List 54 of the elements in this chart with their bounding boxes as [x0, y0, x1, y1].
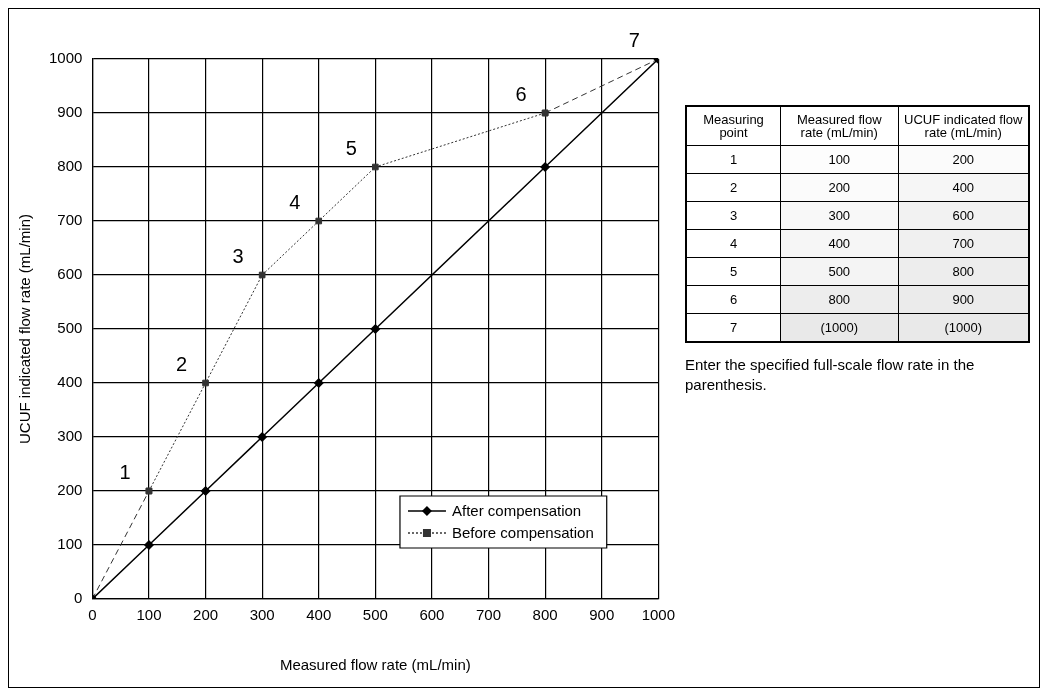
- data-label: 400: [780, 229, 899, 258]
- annotation: 7: [628, 28, 640, 51]
- y-tick-label: 1: [686, 145, 781, 174]
- y-tick-label: 0: [74, 589, 83, 607]
- data-label: 800: [780, 285, 899, 314]
- y-tick-label: 800: [57, 157, 83, 175]
- data-label: (1000): [780, 313, 899, 342]
- y-tick-label: 100: [57, 535, 83, 553]
- x-tick-label: 100: [136, 606, 162, 624]
- x-tick-label: 900: [589, 606, 615, 624]
- y-tick-label: 5: [686, 257, 781, 286]
- data-label: 400: [898, 173, 1029, 202]
- y-tick-label: 500: [57, 319, 83, 337]
- data-label: 600: [898, 201, 1029, 230]
- y-tick-label: 4: [686, 229, 781, 258]
- data-label: 800: [898, 257, 1029, 286]
- x-tick-label: 600: [419, 606, 445, 624]
- data-label: 900: [898, 285, 1029, 314]
- annotation: 6: [515, 82, 527, 105]
- y-tick-label: 200: [57, 481, 83, 499]
- y-tick-label: 300: [57, 427, 83, 445]
- x-tick-label: 500: [362, 606, 388, 624]
- y-tick-label: 2: [686, 173, 781, 202]
- annotation: 1: [119, 460, 131, 483]
- annotation: 4: [289, 190, 301, 213]
- y-tick-label: 1000: [48, 49, 83, 67]
- data-label: 200: [780, 173, 899, 202]
- annotation: 3: [232, 244, 244, 267]
- y-tick-label: 6: [686, 285, 781, 314]
- data-label: 100: [780, 145, 899, 174]
- legend-label: After compensation: [451, 502, 582, 520]
- x-tick-label: 1000: [641, 606, 675, 624]
- data-label: 500: [780, 257, 899, 286]
- x-tick-label: 400: [306, 606, 332, 624]
- legend-label: Before compensation: [451, 524, 594, 542]
- data-label: 700: [898, 229, 1029, 258]
- text: Enter the specified full-scale flow rate in the parenthesis.: [685, 355, 976, 395]
- x-tick-label: 800: [532, 606, 558, 624]
- x-tick-label: 0: [88, 606, 97, 624]
- annotation: 5: [345, 136, 357, 159]
- annotation: 2: [176, 352, 188, 375]
- data-label: 200: [898, 145, 1029, 174]
- data-label: (1000): [898, 313, 1029, 342]
- data-label: 300: [780, 201, 899, 230]
- y-tick-label: 7: [686, 313, 781, 342]
- y-tick-label: 3: [686, 201, 781, 230]
- x-tick-label: 700: [476, 606, 502, 624]
- x-tick-label: 300: [249, 606, 275, 624]
- x-axis-title: Measured flow rate (mL/min): [279, 656, 471, 674]
- y-axis-title: Measuring point: [686, 106, 781, 146]
- y-tick-label: 600: [57, 265, 83, 283]
- y-tick-label: 700: [57, 211, 83, 229]
- x-tick-label: 200: [193, 606, 219, 624]
- y-tick-label: 400: [57, 373, 83, 391]
